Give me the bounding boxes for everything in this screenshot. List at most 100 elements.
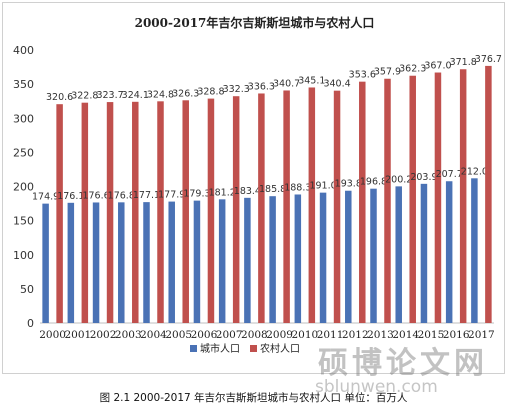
x-tick-label: 2006 (191, 329, 218, 341)
x-tick-label: 2011 (317, 329, 344, 341)
data-label: 320.6 (46, 92, 73, 103)
legend-swatch-rural (250, 345, 257, 352)
x-tick-label: 2012 (342, 329, 369, 341)
data-label: 362.3 (399, 64, 426, 75)
data-label: 196.8 (360, 177, 387, 188)
data-label: 345.1 (298, 75, 325, 86)
data-label: 323.7 (96, 90, 123, 101)
data-label: 188.3 (284, 182, 311, 193)
bar-rural (81, 102, 89, 324)
data-label: 357.9 (374, 67, 401, 78)
bar-urban (420, 183, 428, 323)
y-tick-label: 200 (13, 181, 34, 194)
bar-urban (345, 190, 352, 323)
bar-urban (471, 178, 478, 323)
bar-urban (118, 202, 125, 323)
data-label: 185.8 (259, 184, 286, 195)
x-tick-label: 2016 (443, 329, 470, 341)
bar-rural (56, 104, 63, 324)
bar-urban (395, 186, 402, 323)
data-label: 193.8 (335, 179, 362, 190)
bar-urban (445, 181, 453, 323)
data-label: 322.8 (71, 91, 98, 102)
data-label: 183.4 (234, 186, 261, 197)
y-tick-label: 300 (13, 112, 34, 125)
bar-urban (168, 201, 175, 323)
data-label: 371.8 (450, 57, 477, 68)
x-tick-label: 2014 (392, 329, 419, 341)
bar-urban (319, 192, 327, 323)
data-label: 332.3 (223, 84, 250, 95)
data-label: 328.8 (197, 87, 224, 98)
x-tick-label: 2005 (165, 329, 192, 341)
x-tick-label: 2015 (418, 329, 445, 341)
data-label: 179.3 (183, 189, 210, 200)
data-label: 176.1 (57, 191, 84, 202)
bar-rural (333, 90, 341, 323)
data-label: 376.7 (475, 54, 502, 65)
bar-rural (132, 101, 139, 323)
bar-urban (294, 194, 302, 323)
legend-swatch-urban (190, 345, 197, 352)
x-tick-label: 2004 (140, 329, 167, 341)
legend-label: 城市人口 (200, 342, 240, 355)
x-tick-label: 2002 (90, 329, 117, 341)
bar-urban (370, 188, 377, 323)
bar-rural (308, 87, 316, 323)
x-tick-label: 2009 (266, 329, 293, 341)
data-label: 340.4 (323, 79, 350, 90)
bar-urban (92, 202, 100, 323)
data-label: 324.1 (122, 90, 149, 101)
bar-urban (42, 203, 49, 323)
bar-rural (485, 65, 492, 323)
bar-rural (207, 98, 215, 324)
figure-caption: 图 2.1 2000-2017 年吉尔吉斯斯坦城市与农村人口 单位：百万人 (99, 392, 408, 404)
x-tick-label: 2007 (216, 329, 243, 341)
data-label: 176.6 (82, 190, 109, 201)
bar-rural (434, 72, 442, 324)
y-tick-label: 400 (13, 44, 34, 57)
data-label: 367.0 (424, 61, 451, 72)
x-tick-label: 2000 (39, 329, 66, 341)
data-label: 203.9 (410, 172, 437, 183)
data-label: 174.9 (32, 192, 59, 203)
legend-label: 农村人口 (260, 342, 300, 355)
bar-rural (182, 100, 189, 323)
bar-chart: 0 50 100 150 200 250 300 350 400 2000 174.9 320.6 20… (13, 44, 502, 355)
y-tick-label: 0 (27, 317, 34, 330)
data-label: 336.3 (248, 81, 275, 92)
bar-rural (459, 69, 467, 324)
x-tick-label: 2010 (291, 329, 318, 341)
bar-urban (269, 196, 276, 323)
data-label: 353.6 (349, 70, 376, 81)
data-label: 207.7 (436, 169, 463, 180)
bar-rural (283, 90, 290, 323)
bar-rural (106, 102, 114, 323)
data-label: 326.3 (172, 88, 199, 99)
bar-urban (218, 199, 226, 323)
watermark-url: sblunwen.com (315, 377, 438, 397)
data-label: 177.1 (133, 190, 160, 201)
bar-urban (244, 197, 251, 323)
x-tick-label: 2017 (468, 329, 495, 341)
bar-rural (409, 75, 416, 323)
chart-title: 2000-2017年吉尔吉斯斯坦城市与农村人口 (134, 16, 375, 30)
bar-urban (193, 200, 201, 323)
bar-rural (359, 81, 366, 323)
y-tick-label: 150 (13, 215, 34, 228)
watermark-logo: 硕博论文网 (318, 346, 488, 381)
bar-rural (384, 78, 391, 324)
x-tick-label: 2008 (241, 329, 268, 341)
data-label: 181.2 (209, 187, 236, 198)
y-tick-label: 100 (13, 249, 34, 262)
bar-urban (143, 202, 150, 323)
x-tick-label: 2003 (115, 329, 142, 341)
bar-rural (258, 93, 265, 323)
data-label: 212.0 (461, 166, 488, 177)
y-tick-label: 250 (13, 146, 34, 159)
y-tick-label: 50 (20, 283, 34, 296)
data-label: 177.9 (158, 190, 185, 201)
y-tick-label: 350 (13, 78, 34, 91)
data-label: 191.0 (309, 181, 336, 192)
data-label: 324.8 (147, 89, 174, 100)
